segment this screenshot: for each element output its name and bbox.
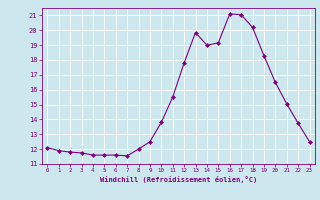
X-axis label: Windchill (Refroidissement éolien,°C): Windchill (Refroidissement éolien,°C) [100, 176, 257, 183]
